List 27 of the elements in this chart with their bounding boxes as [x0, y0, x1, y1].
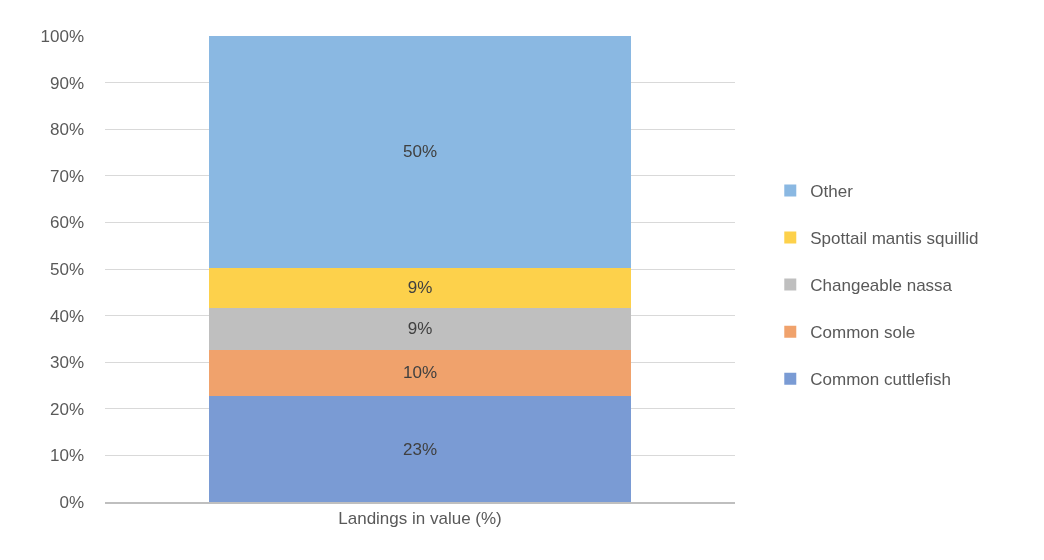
y-tick-label: 80% — [49, 120, 84, 140]
bar — [208, 396, 632, 502]
data-label: 10% — [402, 363, 438, 383]
x-tick-label: Landings in value (%) — [338, 509, 502, 529]
y-tick-label: 30% — [49, 353, 84, 373]
bar — [208, 267, 632, 308]
bar — [208, 349, 632, 397]
y-tick-label: 0% — [59, 492, 84, 512]
y-tick-label: 10% — [49, 446, 84, 466]
y-tick-label: 20% — [49, 399, 84, 419]
y-tick-label: 70% — [49, 166, 84, 186]
bar — [208, 307, 632, 350]
legend-label: Common sole — [810, 323, 916, 343]
data-label: 23% — [402, 439, 438, 459]
bar — [208, 36, 632, 268]
legend-label: Other — [810, 182, 854, 202]
legend-label: Changeable nassa — [810, 276, 953, 296]
legend-label: Spottail mantis squillid — [810, 229, 979, 249]
data-label: 9% — [407, 319, 433, 339]
legend-label: Common cuttlefish — [810, 370, 952, 390]
data-label: 50% — [402, 142, 438, 162]
y-tick-label: 60% — [49, 213, 84, 233]
y-tick-label: 100% — [40, 26, 84, 46]
y-tick-label: 40% — [49, 306, 84, 326]
y-tick-label: 50% — [49, 259, 84, 279]
data-label: 9% — [407, 278, 433, 298]
y-tick-label: 90% — [49, 73, 84, 93]
